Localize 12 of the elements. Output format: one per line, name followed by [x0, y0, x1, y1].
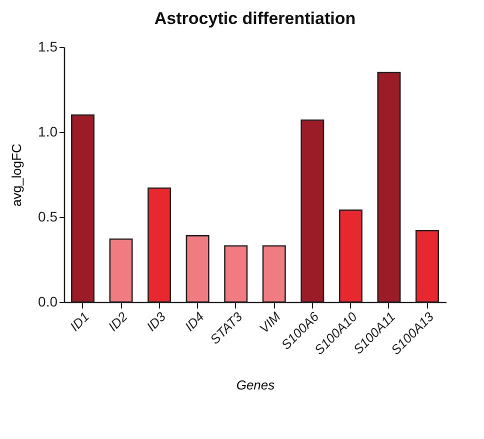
x-tick-label: VIM: [256, 308, 284, 336]
chart-title: Astrocytic differentiation: [154, 9, 356, 28]
y-tick-label: 1.0: [38, 124, 58, 140]
y-tick-label: 0.5: [38, 208, 58, 224]
y-tick-label: 0.0: [38, 294, 58, 310]
y-tick-label: 1.5: [38, 38, 58, 54]
x-tick-label: ID1: [67, 309, 92, 334]
y-axis-title: avg_logFC: [9, 144, 24, 206]
x-tick-label: ID2: [105, 308, 131, 334]
x-tick-label: ID3: [144, 308, 170, 334]
x-tick-label: ID4: [182, 309, 207, 334]
x-axis-title: Genes: [236, 378, 276, 393]
